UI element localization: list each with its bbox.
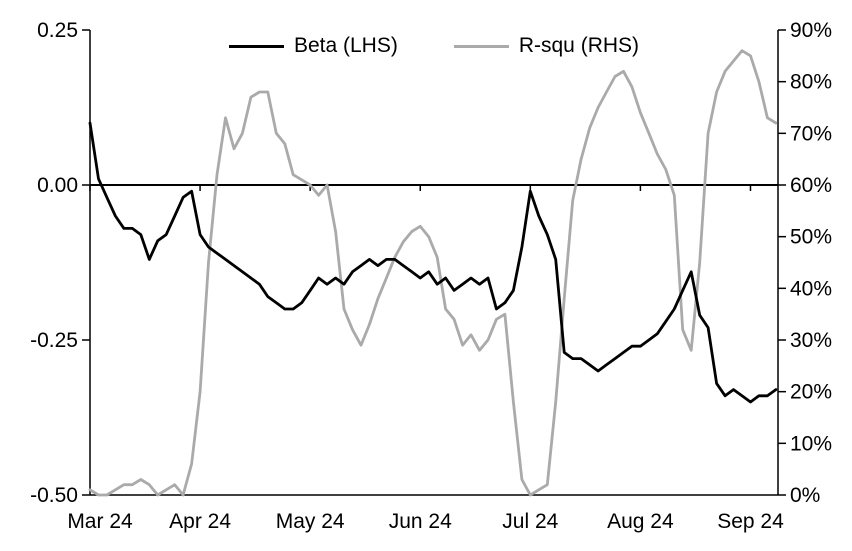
right-axis-tick-label: 20%	[790, 381, 832, 404]
left-axis-tick-label: 0.00	[37, 174, 78, 197]
right-axis-tick-label: 30%	[790, 329, 832, 352]
left-axis-tick-label: -0.25	[30, 329, 78, 352]
x-axis-tick-label: May 24	[276, 510, 345, 533]
left-axis-tick-label: 0.25	[37, 19, 78, 42]
right-axis-tick-label: 60%	[790, 174, 832, 197]
x-axis-tick-label: Jul 24	[502, 510, 558, 533]
x-axis-tick-label: Aug 24	[607, 510, 674, 533]
right-axis-tick-label: 50%	[790, 226, 832, 249]
right-axis-tick-label: 40%	[790, 277, 832, 300]
x-axis-tick-label: Jun 24	[389, 510, 452, 533]
right-axis-tick-label: 70%	[790, 122, 832, 145]
left-axis-tick-label: -0.50	[30, 484, 78, 507]
right-axis-tick-label: 80%	[790, 71, 832, 94]
x-axis-tick-label: Mar 24	[67, 510, 133, 533]
right-axis-tick-label: 10%	[790, 432, 832, 455]
right-axis-tick-label: 90%	[790, 19, 832, 42]
right-axis-tick-label: 0%	[790, 484, 820, 507]
rsq-line-series	[88, 49, 778, 497]
x-axis-tick-label: Apr 24	[169, 510, 231, 533]
beta-line-series	[88, 121, 778, 404]
x-axis-tick-label: Sep 24	[717, 510, 784, 533]
